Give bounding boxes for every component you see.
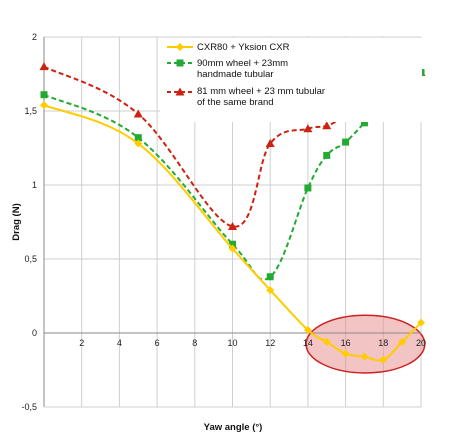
data-point xyxy=(304,184,312,192)
x-axis-title: Yaw angle (°) xyxy=(204,422,263,433)
data-point xyxy=(417,318,425,327)
data-point xyxy=(360,352,369,361)
data-point xyxy=(322,121,332,130)
data-point xyxy=(134,134,142,142)
y-axis-title: Drag (N) xyxy=(11,203,22,240)
data-point xyxy=(398,337,407,346)
series-line xyxy=(43,104,422,362)
y-tick-label: 1,5 xyxy=(24,106,37,116)
x-tick-label: 20 xyxy=(416,338,426,348)
data-point xyxy=(39,62,49,71)
data-point xyxy=(322,337,331,346)
y-tick-label: 0 xyxy=(32,328,37,338)
legend-label-81mm-line2: of the same brand xyxy=(197,97,274,108)
y-tick-label: -0,5 xyxy=(21,402,37,412)
data-point xyxy=(341,349,350,358)
data-point xyxy=(266,286,275,295)
data-point xyxy=(379,355,388,364)
legend-label-cxr80: CXR80 + Yksion CXR xyxy=(197,42,290,53)
data-point xyxy=(133,109,143,118)
legend-label-81mm-line1: 81 mm wheel + 23 mm tubular xyxy=(197,86,325,97)
legend-marker-cxr80 xyxy=(176,43,184,51)
legend-box xyxy=(160,38,422,122)
data-point xyxy=(360,119,368,127)
annotation-layer xyxy=(305,314,426,374)
legend: CXR80 + Yksion CXR 90mm wheel + 23mm han… xyxy=(160,38,422,122)
data-point xyxy=(303,326,312,335)
x-tick-label: 10 xyxy=(227,338,237,348)
y-tick-label: 1 xyxy=(32,180,37,190)
x-tick-label: 2 xyxy=(79,338,84,348)
data-point xyxy=(228,244,237,253)
data-point xyxy=(266,273,274,281)
data-point xyxy=(323,151,331,159)
data-point xyxy=(342,138,350,146)
x-tick-label: 14 xyxy=(303,338,313,348)
legend-label-90mm-line1: 90mm wheel + 23mm xyxy=(197,58,288,69)
data-point xyxy=(40,101,48,110)
x-tick-label: 4 xyxy=(117,338,122,348)
y-tick-label: 2 xyxy=(32,32,37,42)
data-point xyxy=(134,139,143,148)
data-point xyxy=(303,124,313,133)
data-point xyxy=(228,221,237,230)
data-point xyxy=(229,240,236,248)
y-tick-label: 0,5 xyxy=(24,254,37,264)
axes: 2 4 6 8 10 12 14 16 18 20 -0,5 0 0,5 1 1,5 2 xyxy=(21,32,426,412)
data-point xyxy=(40,91,48,99)
legend-marker-81mm xyxy=(175,87,185,96)
x-tick-label: 12 xyxy=(265,338,275,348)
x-tick-label: 6 xyxy=(155,338,160,348)
x-tick-label: 18 xyxy=(378,338,388,348)
highlight-ellipse xyxy=(305,314,426,374)
x-tick-label: 8 xyxy=(192,338,197,348)
legend-marker-90mm xyxy=(176,59,184,67)
legend-label-90mm-line2: handmade tubular xyxy=(197,69,274,80)
data-point xyxy=(265,139,275,148)
x-tick-label: 16 xyxy=(341,338,351,348)
